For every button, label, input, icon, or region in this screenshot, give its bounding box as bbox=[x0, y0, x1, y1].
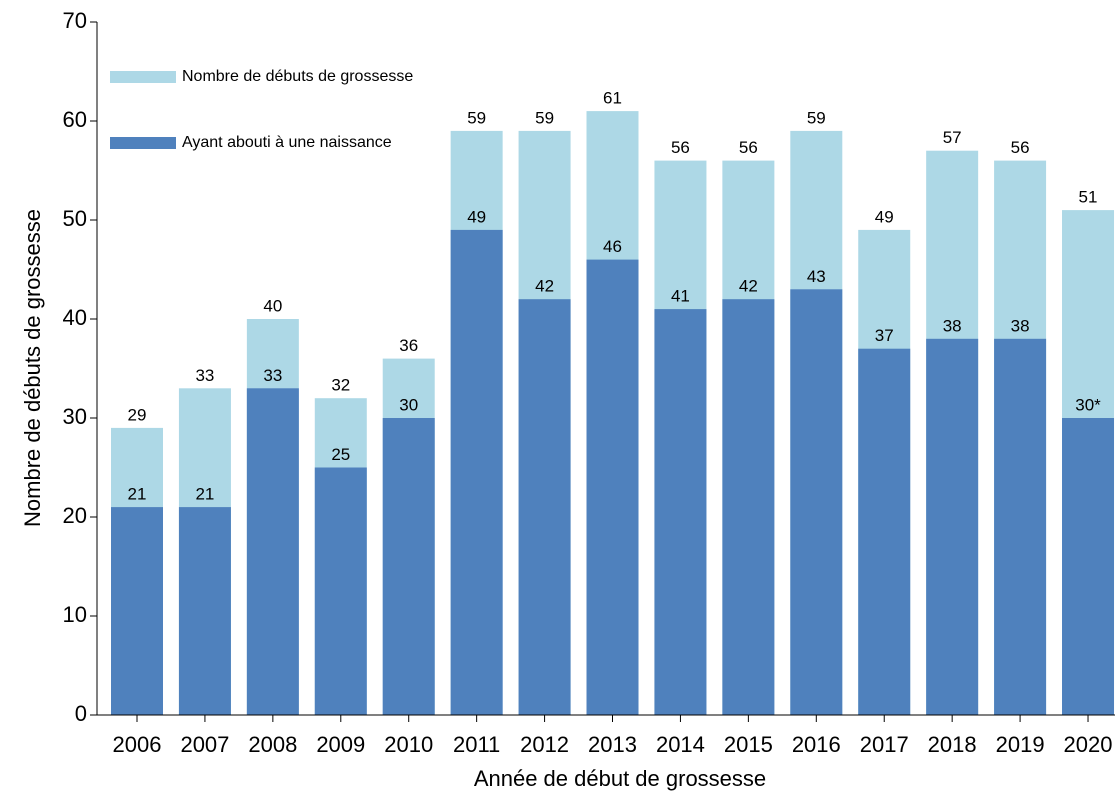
x-tick-label: 2015 bbox=[724, 732, 773, 757]
bar bbox=[1062, 418, 1115, 715]
value-label: 21 bbox=[128, 485, 147, 504]
value-label: 42 bbox=[739, 277, 758, 296]
x-tick-label: 2012 bbox=[520, 732, 569, 757]
x-tick-label: 2008 bbox=[248, 732, 297, 757]
value-label: 59 bbox=[467, 108, 486, 127]
y-tick-label: 70 bbox=[63, 8, 87, 33]
value-label: 56 bbox=[671, 138, 690, 157]
value-label: 49 bbox=[467, 207, 486, 226]
value-label: 43 bbox=[807, 267, 826, 286]
value-label: 61 bbox=[603, 89, 622, 108]
x-tick-label: 2006 bbox=[113, 732, 162, 757]
x-tick-label: 2018 bbox=[928, 732, 977, 757]
x-tick-label: 2014 bbox=[656, 732, 705, 757]
legend-label: Nombre de débuts de grossesse bbox=[182, 68, 413, 85]
value-label: 33 bbox=[195, 366, 214, 385]
bar bbox=[382, 418, 435, 715]
bar bbox=[111, 507, 163, 715]
x-tick-label: 2010 bbox=[384, 732, 433, 757]
value-label: 21 bbox=[195, 485, 214, 504]
value-label: 25 bbox=[331, 445, 350, 464]
y-axis-label: Nombre de débuts de grossesse bbox=[20, 209, 45, 527]
value-label: 49 bbox=[875, 207, 894, 226]
value-label: 37 bbox=[875, 326, 894, 345]
value-label: 59 bbox=[807, 108, 826, 127]
x-tick-label: 2007 bbox=[180, 732, 229, 757]
y-tick-label: 10 bbox=[63, 602, 87, 627]
value-label: 57 bbox=[943, 128, 962, 147]
value-label: 40 bbox=[263, 296, 282, 315]
x-axis-label: Année de début de grossesse bbox=[474, 766, 766, 791]
value-label: 36 bbox=[399, 336, 418, 355]
y-tick-label: 30 bbox=[63, 404, 87, 429]
value-label: 56 bbox=[739, 138, 758, 157]
x-tick-label: 2017 bbox=[860, 732, 909, 757]
y-tick-label: 20 bbox=[63, 503, 87, 528]
bar bbox=[654, 309, 707, 715]
y-tick-label: 60 bbox=[63, 107, 87, 132]
x-tick-label: 2013 bbox=[588, 732, 637, 757]
bar bbox=[858, 348, 911, 715]
bar bbox=[586, 259, 639, 715]
value-label: 46 bbox=[603, 237, 622, 256]
bar bbox=[450, 229, 503, 715]
x-tick-label: 2019 bbox=[996, 732, 1045, 757]
bar bbox=[178, 507, 231, 715]
value-label: 29 bbox=[128, 405, 147, 424]
x-tick-label: 2009 bbox=[316, 732, 365, 757]
bar bbox=[790, 289, 843, 715]
y-tick-label: 40 bbox=[63, 305, 87, 330]
value-label: 32 bbox=[331, 376, 350, 395]
bar bbox=[994, 338, 1047, 715]
value-label: 59 bbox=[535, 108, 554, 127]
bar bbox=[314, 467, 367, 715]
bar bbox=[518, 299, 571, 715]
bar bbox=[246, 388, 299, 715]
value-label: 30 bbox=[399, 395, 418, 414]
y-tick-label: 50 bbox=[63, 206, 87, 231]
value-label: 41 bbox=[671, 287, 690, 306]
bar bbox=[722, 299, 775, 715]
x-tick-label: 2011 bbox=[453, 732, 500, 757]
value-label: 38 bbox=[943, 316, 962, 335]
legend-swatch bbox=[110, 137, 176, 149]
y-tick-label: 0 bbox=[75, 701, 87, 726]
value-label: 42 bbox=[535, 277, 554, 296]
x-tick-label: 2020 bbox=[1064, 732, 1113, 757]
bar bbox=[926, 338, 979, 715]
value-label: 30* bbox=[1075, 395, 1101, 414]
x-tick-label: 2016 bbox=[792, 732, 841, 757]
value-label: 51 bbox=[1079, 188, 1098, 207]
value-label: 38 bbox=[1011, 316, 1030, 335]
legend-swatch bbox=[110, 71, 176, 83]
value-label: 56 bbox=[1011, 138, 1030, 157]
legend-label: Ayant abouti à une naissance bbox=[182, 134, 392, 151]
value-label: 33 bbox=[263, 366, 282, 385]
